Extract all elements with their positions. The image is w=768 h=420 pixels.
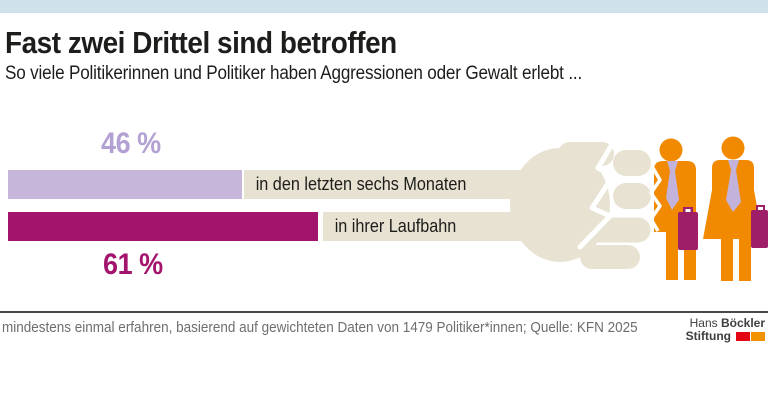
bar-label-career: in ihrer Laufbahn bbox=[334, 216, 457, 236]
female-tie bbox=[726, 160, 741, 212]
value-label-career: 61 % bbox=[103, 248, 163, 281]
male-left-leg bbox=[666, 232, 678, 280]
female-right-leg bbox=[739, 239, 751, 281]
page-subtitle-text: So viele Politikerinnen und Politiker ha… bbox=[5, 63, 583, 84]
male-briefcase-handle-gap bbox=[685, 209, 691, 212]
value-label-recent: 46 % bbox=[101, 127, 161, 160]
page-subtitle: So viele Politikerinnen und Politiker ha… bbox=[5, 64, 646, 83]
bar-label-box-career: in ihrer Laufbahn bbox=[323, 212, 570, 241]
page-title: Fast zwei Drittel sind betroffen bbox=[5, 27, 440, 58]
male-head bbox=[659, 138, 683, 162]
female-briefcase bbox=[751, 210, 768, 248]
impact-zigzag bbox=[649, 167, 662, 232]
logo-name-bold: Böckler bbox=[720, 316, 765, 330]
bar-career bbox=[8, 212, 318, 241]
female-dress bbox=[703, 160, 763, 239]
female-politician-figure bbox=[703, 136, 768, 281]
bar-label-recent: in den letzten sechs Monaten bbox=[255, 174, 467, 194]
bar-recent-six-months bbox=[8, 170, 242, 199]
page-title-text: Fast zwei Drittel sind betroffen bbox=[5, 25, 397, 60]
logo-orange-block bbox=[751, 332, 765, 341]
male-briefcase-handle bbox=[683, 207, 693, 214]
source-note: mindestens einmal erfahren, basierend au… bbox=[2, 319, 638, 336]
female-briefcase-handle bbox=[756, 205, 765, 212]
logo-red-block bbox=[736, 332, 750, 341]
female-head bbox=[721, 136, 745, 160]
male-tie bbox=[666, 161, 679, 210]
fist-palm bbox=[510, 148, 610, 262]
male-right-leg bbox=[684, 232, 696, 280]
logo-stiftung-text: Stiftung bbox=[685, 329, 731, 343]
finger-crease bbox=[577, 138, 617, 250]
male-briefcase bbox=[678, 212, 698, 250]
female-briefcase-handle-gap bbox=[758, 207, 763, 210]
logo-line1: Hans Böckler bbox=[686, 317, 765, 330]
fist-icon bbox=[510, 138, 651, 269]
male-politician-figure bbox=[649, 138, 698, 280]
female-left-leg bbox=[721, 239, 733, 281]
male-torso bbox=[654, 161, 696, 232]
hans-boeckler-stiftung-logo: Hans Böckler Stiftung bbox=[686, 317, 765, 343]
bar-label-box-recent: in den letzten sechs Monaten bbox=[244, 170, 570, 199]
top-accent-bar bbox=[0, 0, 768, 13]
logo-line2: Stiftung bbox=[686, 330, 765, 343]
footer-divider-line bbox=[0, 311, 768, 313]
logo-name-regular: Hans bbox=[689, 316, 718, 330]
